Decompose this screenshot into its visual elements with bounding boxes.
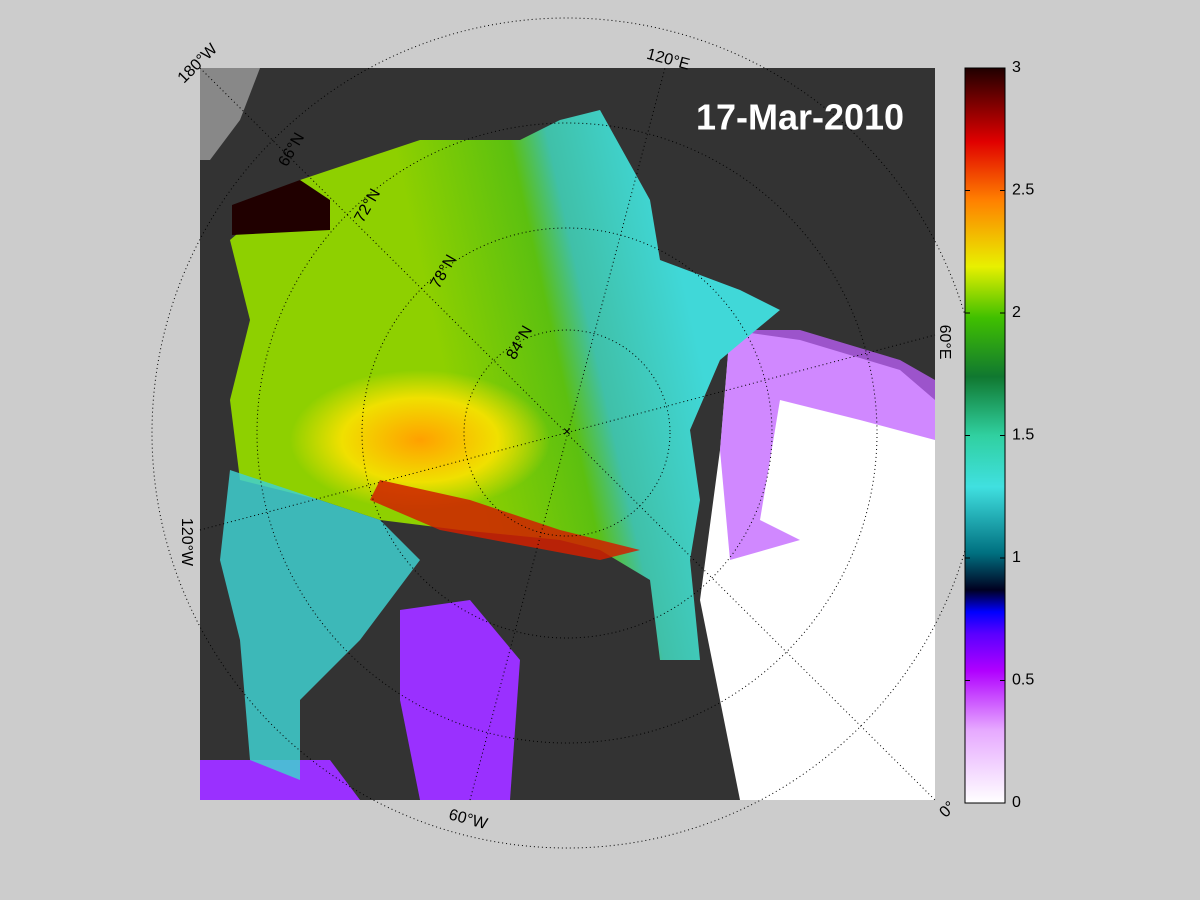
colorbar-tick-label: 0.5 (1012, 672, 1034, 689)
colorbar-tick-label: 1.5 (1012, 427, 1034, 444)
thin-ice (200, 760, 360, 800)
map: × 17-Mar-2010 (151, 17, 983, 849)
colorbar-ticks: 0 0.5 1 1.5 2 2.5 3 (965, 59, 1034, 811)
sea-ice (220, 470, 420, 780)
date-label: 17-Mar-2010 (696, 97, 904, 138)
thick-ice (232, 180, 330, 235)
colorbar-tick-label: 1 (1012, 549, 1021, 566)
thick-ice (290, 370, 550, 510)
thin-ice (400, 600, 520, 800)
colorbar-tick-label: 0 (1012, 794, 1021, 811)
colorbar-tick-label: 2 (1012, 304, 1021, 321)
longitude-label: 120°W (178, 518, 195, 567)
colorbar-tick-label: 2.5 (1012, 182, 1034, 199)
ocean-shelf (200, 68, 260, 160)
colorbar-tick-label: 3 (1012, 59, 1021, 76)
thick-ice (370, 480, 640, 560)
thin-ice (720, 330, 935, 560)
pole-marker: × (563, 423, 571, 439)
longitude-label: 60°E (936, 325, 953, 360)
colorbar (964, 67, 1006, 804)
sea-ice (230, 110, 780, 660)
